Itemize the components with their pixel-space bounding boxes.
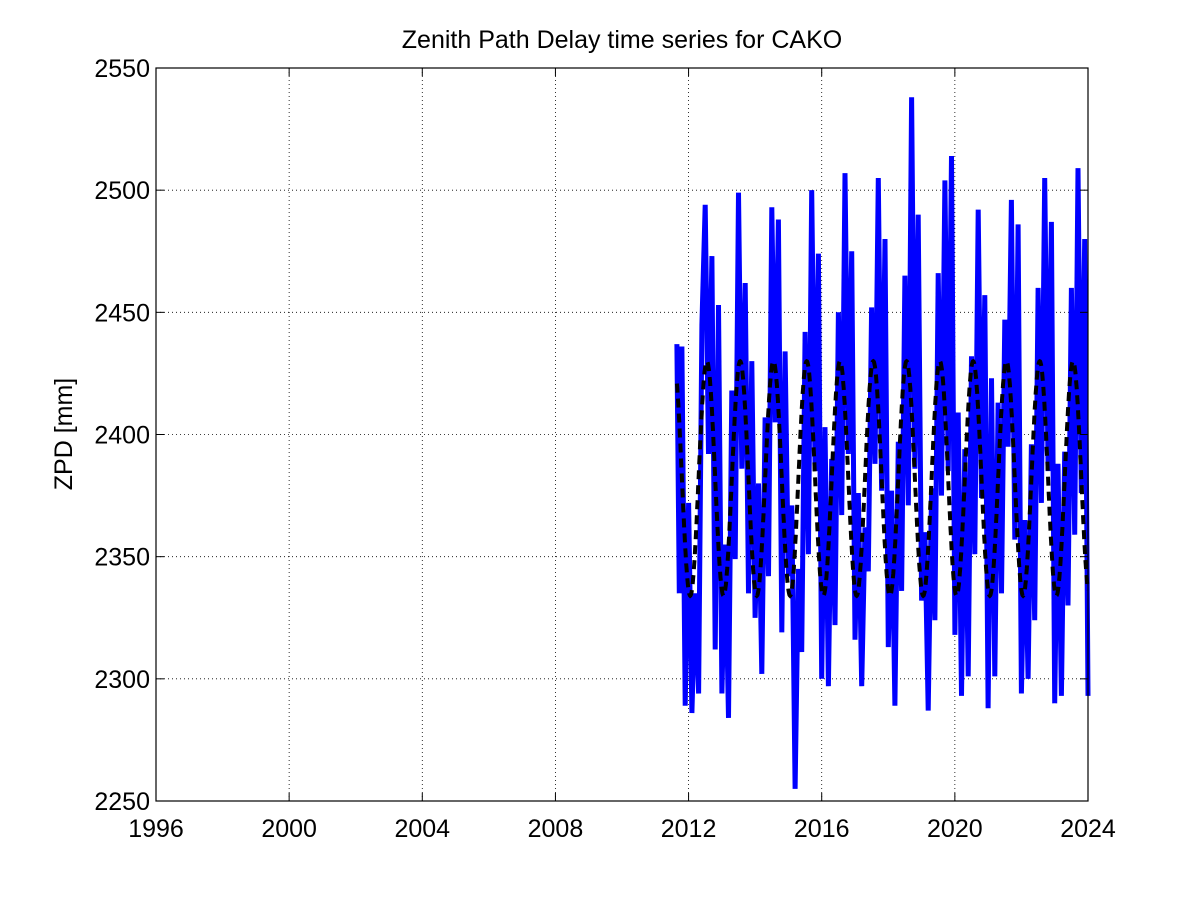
x-tick-label: 1996	[128, 815, 184, 843]
axis-ticks: 1996 2000 2004 2008 2012 2016 2020 2024 2250 2300…	[94, 55, 1116, 843]
observed-series-line	[674, 97, 1091, 789]
x-tick-label: 2016	[794, 815, 850, 843]
x-tick-label: 2008	[528, 815, 584, 843]
x-tick-label: 2000	[261, 815, 317, 843]
x-tick-label: 2004	[394, 815, 450, 843]
chart-title: Zenith Path Delay time series for CAKO	[402, 26, 842, 54]
y-tick-label: 2300	[94, 666, 150, 694]
y-tick-label: 2450	[94, 299, 150, 327]
y-tick-label: 2250	[94, 788, 150, 816]
y-axis-label: ZPD [mm]	[50, 378, 78, 491]
x-tick-label: 2012	[661, 815, 717, 843]
fit-series-line	[674, 358, 1090, 599]
x-tick-label: 2024	[1060, 815, 1116, 843]
y-tick-label: 2400	[94, 422, 150, 450]
y-tick-label: 2350	[94, 544, 150, 572]
x-tick-label: 2020	[927, 815, 983, 843]
plot-area	[674, 97, 1091, 789]
y-tick-label: 2550	[94, 55, 150, 83]
y-tick-label: 2500	[94, 177, 150, 205]
